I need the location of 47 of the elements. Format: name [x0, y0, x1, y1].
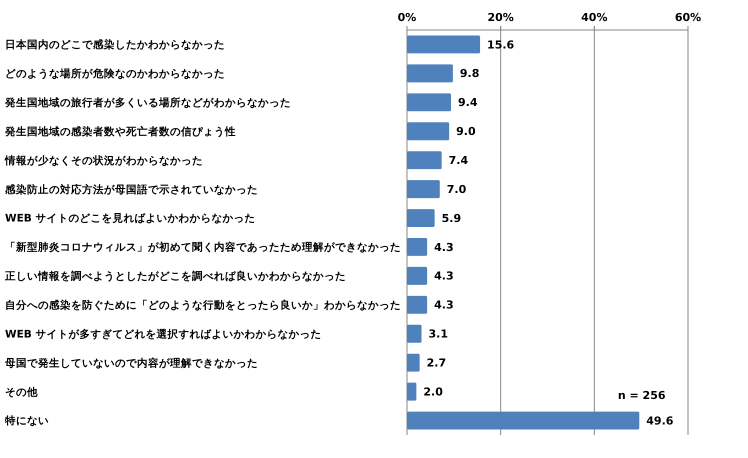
data-label: 4.3 [434, 240, 454, 254]
y-tick-label: 感染防止の対応方法が母国語で示されていなかった [4, 182, 258, 196]
y-tick-label: 母国で発生していないので内容が理解できなかった [4, 356, 258, 370]
data-label: 5.9 [442, 212, 462, 225]
data-label: 4.3 [434, 270, 454, 283]
bar [407, 296, 428, 314]
bar [407, 412, 640, 430]
bar [407, 238, 428, 256]
bar [407, 122, 450, 140]
y-tick-label: その他 [5, 385, 39, 398]
bar [407, 209, 435, 228]
data-label: 15.6 [487, 38, 515, 52]
bar [407, 180, 440, 198]
y-tick-label: 発生国地域の感染者数や死亡者数の信ぴょう性 [4, 124, 236, 138]
bar [407, 151, 442, 170]
data-label: 7.0 [446, 182, 467, 196]
annotation: n = 256 [618, 388, 666, 402]
x-tick-label: 60% [674, 11, 702, 24]
data-label: 49.6 [646, 414, 674, 428]
y-tick-label: どのような場所が危険なのかわからなかった [5, 67, 225, 80]
x-tick-label: 40% [581, 11, 608, 24]
y-tick-label: 発生国地域の旅行者が多くいる場所などがわからなかった [4, 96, 291, 109]
y-tick-label: 特にない [4, 414, 49, 428]
data-label: 9.8 [460, 67, 480, 80]
data-label: 7.4 [448, 154, 468, 168]
y-tick-label: 正しい情報を調べようとしたがどこを調べれば良いかわからなかった [4, 270, 346, 283]
bar [407, 354, 420, 372]
data-label: 9.0 [456, 125, 476, 138]
bar [407, 64, 453, 82]
y-tick-label: WEB サイトが多すぎてどれを選択すればよいかわからなかった [5, 327, 322, 340]
bar [407, 266, 428, 285]
y-tick-label: 「新型肺炎コロナウィルス」が初めて聞く内容であったため理解ができなかった [5, 240, 401, 254]
y-tick-label: 自分への感染を防ぐために「どのような行動をとったら良いか」わからなかった [5, 298, 401, 312]
y-tick-label: 情報が少なくその状況がわからなかった [4, 154, 203, 167]
data-label: 9.4 [458, 96, 478, 110]
data-label: 2.7 [426, 356, 446, 370]
bar [407, 35, 480, 54]
y-tick-label: 日本国内のどこで感染したかわからなかった [5, 38, 225, 52]
data-label: 4.3 [434, 298, 454, 312]
bar [407, 93, 452, 112]
x-tick-label: 20% [487, 11, 514, 24]
data-label: 2.0 [423, 385, 444, 398]
data-label: 3.1 [428, 328, 448, 341]
bar [407, 324, 422, 343]
bar [407, 382, 416, 401]
x-tick-label: 0% [398, 11, 416, 24]
y-tick-label: WEB サイトのどこを見ればよいかわからなかった [5, 212, 256, 225]
